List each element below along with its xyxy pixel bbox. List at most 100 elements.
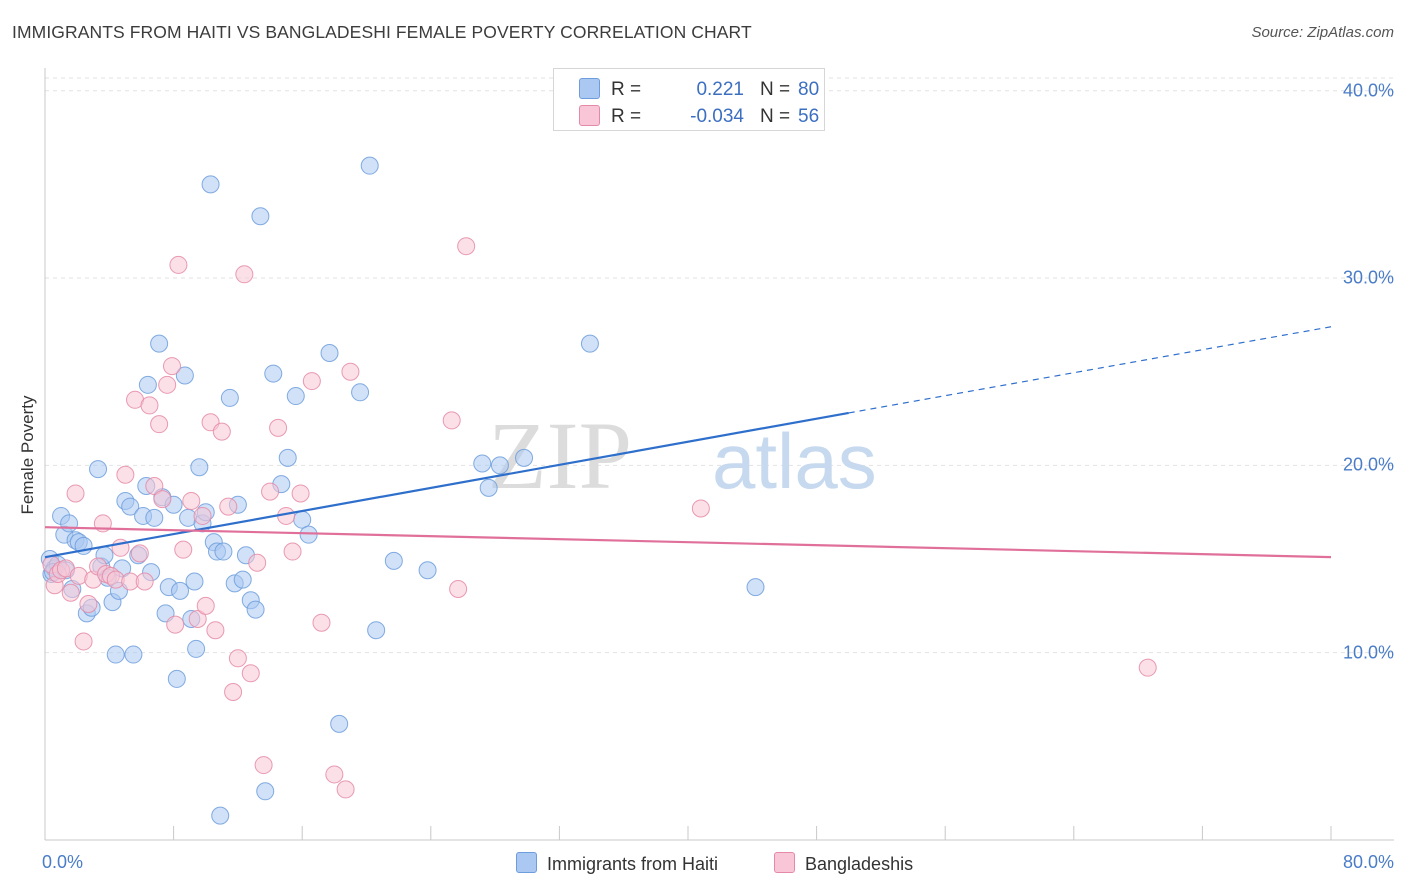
bangladeshi-point [224, 683, 243, 702]
haiti-point [251, 207, 270, 226]
bangladeshi-point [66, 484, 85, 503]
bangladeshi-point [691, 499, 710, 518]
bangladeshi-point [312, 613, 331, 632]
haiti-point [367, 621, 386, 640]
bangladeshi-point [269, 418, 288, 437]
legend-swatch-haiti [579, 78, 600, 99]
haiti-point [473, 454, 492, 473]
trend-lines [44, 326, 1332, 559]
grid-lines [45, 77, 1394, 654]
haiti-point [138, 375, 157, 394]
bangladeshi-point [442, 411, 461, 430]
haiti-point [515, 448, 534, 467]
bangladeshi-point [212, 422, 231, 441]
haiti-point [293, 510, 312, 529]
haiti-point [150, 334, 169, 353]
haiti-point [256, 782, 275, 801]
bangladeshi-point [457, 237, 476, 256]
bangladeshi-point [158, 375, 177, 394]
bottom-legend-bangladeshi[interactable]: Bangladeshis [774, 852, 913, 875]
bangladeshi-trend-line [44, 526, 1332, 559]
haiti-point [60, 514, 79, 533]
bangladeshi-point [162, 357, 181, 376]
haiti-point [201, 175, 220, 194]
bangladeshi-point [150, 415, 169, 434]
haiti-trend-line [44, 411, 849, 559]
legend-n-value: 56 [798, 106, 820, 127]
y-tick-label: 20.0% [1342, 454, 1394, 475]
x-tick-max: 80.0% [1342, 852, 1394, 872]
bangladeshi-point [449, 579, 468, 598]
haiti-point [580, 334, 599, 353]
haiti-point [190, 458, 209, 477]
legend-r-label: R = [611, 79, 642, 100]
bangladeshi-point [169, 255, 188, 274]
bottom-legend-swatch-bangladeshi [774, 852, 795, 873]
bangladeshi-point [302, 372, 321, 391]
haiti-point [89, 460, 108, 479]
haiti-point [746, 578, 765, 597]
bangladeshi-point [196, 596, 215, 615]
bangladeshi-point [182, 491, 201, 510]
bangladeshi-point [174, 540, 193, 559]
bottom-legend-swatch-haiti [516, 852, 537, 873]
watermark-atlas: atlas [712, 417, 877, 505]
bangladeshi-point [193, 506, 212, 525]
bangladeshi-point [74, 632, 93, 651]
bangladeshi-point [283, 542, 302, 561]
haiti-point [479, 478, 498, 497]
haiti-point [233, 570, 252, 589]
haiti-point [286, 387, 305, 406]
bangladeshi-point [116, 465, 135, 484]
haiti-point [278, 448, 297, 467]
bangladeshi-point [145, 476, 164, 495]
bangladeshi-point [140, 396, 159, 415]
haiti-point [106, 645, 125, 664]
legend-n-value: 80 [798, 79, 820, 100]
axes [44, 68, 1394, 841]
haiti-point [124, 645, 143, 664]
bangladeshi-point [153, 490, 172, 509]
haiti-point [264, 364, 283, 383]
y-tick-label: 10.0% [1342, 642, 1394, 663]
bangladeshi-point [206, 621, 225, 640]
correlation-legend: R = 0.221 N = 80 R = -0.034 N = 56 [553, 68, 825, 131]
bangladeshi-point [130, 544, 149, 563]
bangladeshi-point [235, 265, 254, 284]
bangladeshi-point [254, 756, 273, 775]
haiti-trend-extension [848, 326, 1332, 414]
legend-r-value: 0.221 [696, 79, 744, 100]
bangladeshi-point [79, 594, 98, 613]
legend-r-label: R = [611, 106, 642, 127]
haiti-point [214, 542, 233, 561]
bangladeshi-point [341, 362, 360, 381]
bangladeshi-point [325, 765, 344, 784]
chart-title: IMMIGRANTS FROM HAITI VS BANGLADESHI FEM… [12, 22, 752, 42]
haiti-point [121, 497, 140, 516]
bangladeshi-point [188, 609, 207, 628]
haiti-point [145, 508, 164, 527]
haiti-point [490, 456, 509, 475]
source-label: Source: ZipAtlas.com [1251, 24, 1394, 41]
haiti-point [167, 669, 186, 688]
haiti-point [246, 600, 265, 619]
haiti-point [320, 343, 339, 362]
legend-n-label: N = [760, 106, 791, 127]
haiti-point [187, 639, 206, 658]
haiti-point [211, 806, 230, 825]
bangladeshi-point [166, 615, 185, 634]
bangladeshi-point [219, 497, 238, 516]
bottom-legend-haiti[interactable]: Immigrants from Haiti [516, 852, 718, 875]
bottom-legend-label-haiti: Immigrants from Haiti [547, 854, 719, 874]
y-tick-label: 30.0% [1342, 267, 1394, 288]
bangladeshi-point [248, 553, 267, 572]
bottom-legend-label-bangladeshi: Bangladeshis [805, 854, 914, 874]
bangladeshi-point [1138, 658, 1157, 677]
haiti-point [360, 156, 379, 175]
bangladeshi-point [228, 649, 247, 668]
bangladeshi-point [61, 583, 80, 602]
haiti-point [418, 561, 437, 580]
bangladeshi-point [261, 482, 280, 501]
haiti-point [351, 383, 370, 402]
